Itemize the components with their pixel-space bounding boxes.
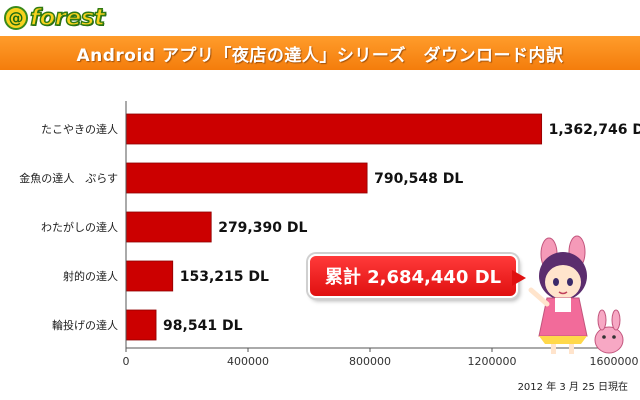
x-tick-label: 1600000 [590, 355, 639, 368]
bar [125, 162, 368, 194]
page-title: Android アプリ「夜店の達人」シリーズ ダウンロード内訳 [76, 45, 564, 66]
x-tick-label: 800000 [349, 355, 391, 368]
bar-chart: たこやきの達人 1,362,746 DL 金魚の達人 ぷらす 790,548 DL わた… [19, 101, 640, 368]
data-label: 790,548 DL [374, 171, 463, 187]
title-banner: Android アプリ「夜店の達人」シリーズ ダウンロード内訳 [0, 36, 640, 70]
bar [125, 113, 543, 145]
category-label: わたがしの達人 [41, 220, 118, 234]
total-callout: 累計 2,684,440 DL [308, 254, 518, 298]
data-label: 153,215 DL [180, 269, 269, 285]
bar [125, 260, 174, 292]
bar [125, 211, 212, 243]
category-label: 金魚の達人 ぷらす [19, 171, 118, 185]
x-tick-label: 400000 [227, 355, 269, 368]
forest-logo[interactable]: @ forest [4, 3, 128, 33]
data-label: 279,390 DL [218, 220, 307, 236]
callout-tail [512, 270, 526, 286]
logo-wordmark: forest [29, 4, 105, 31]
category-label: 射的の達人 [63, 269, 118, 283]
category-label: 輪投げの達人 [52, 318, 118, 332]
x-tick-label: 0 [123, 355, 130, 368]
x-tick-label: 1200000 [468, 355, 517, 368]
bar [125, 309, 157, 341]
data-label: 1,362,746 DL [549, 122, 640, 138]
as-of-date: 2012 年 3 月 25 日現在 [517, 382, 628, 393]
mascot-girl-illustration [528, 235, 624, 354]
category-label: たこやきの達人 [41, 123, 118, 136]
logo-at-mark: @ [4, 6, 28, 30]
data-label: 98,541 DL [163, 318, 243, 334]
logo-strip: @ forest [0, 0, 640, 36]
